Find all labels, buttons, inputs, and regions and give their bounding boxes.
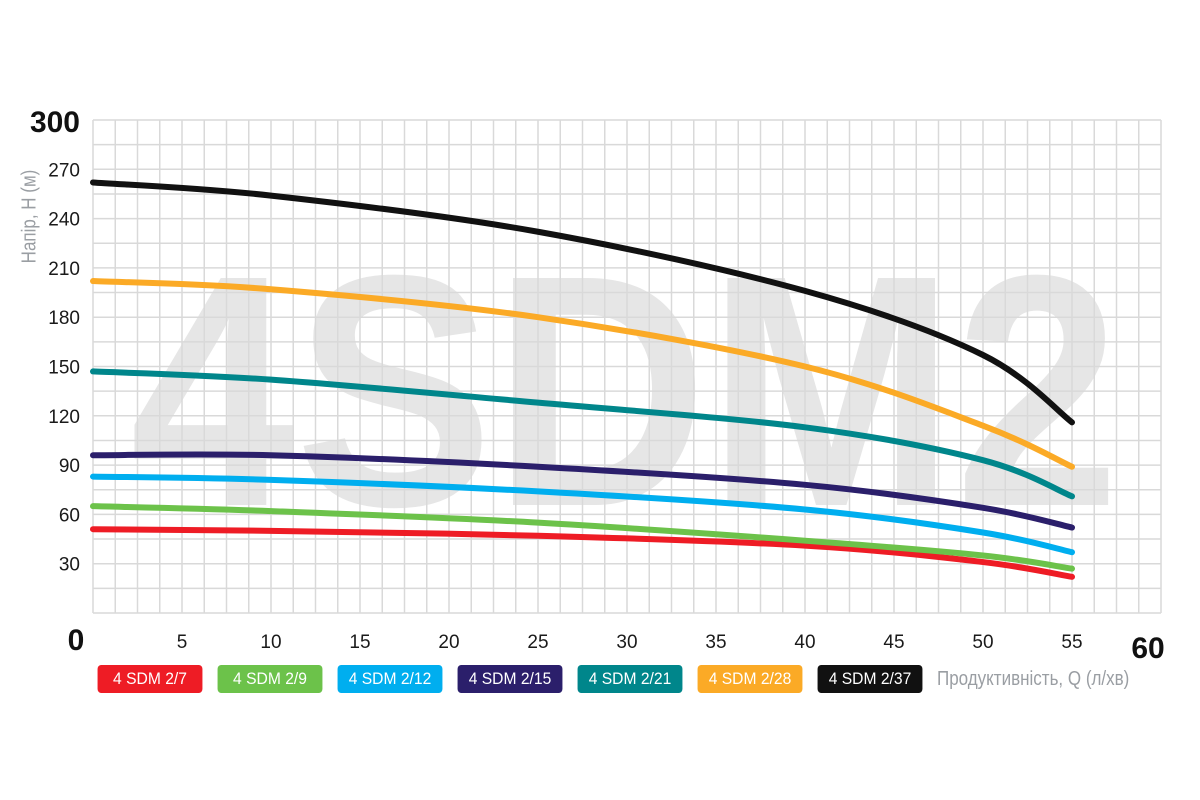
y-tick-label: 210: [48, 259, 80, 280]
legend-item: 4 SDM 2/28: [697, 665, 803, 693]
y-tick-label: 90: [59, 456, 80, 477]
legend-item: 4 SDM 2/12: [337, 665, 443, 693]
legend-item: 4 SDM 2/15: [457, 665, 563, 693]
y-tick-label: 180: [48, 308, 80, 329]
series-line-4-sdm-2-28: [90, 278, 1075, 470]
series-line-4-sdm-2-9: [90, 503, 1075, 572]
x-tick-label: 45: [883, 632, 904, 653]
x-tick-label: 10: [260, 632, 281, 653]
y-tick-label: 240: [48, 210, 80, 231]
x-tick-label: 30: [616, 632, 637, 653]
y-tick-label: 30: [59, 555, 80, 576]
y-max-label: 300: [30, 106, 80, 139]
legend: 4 SDM 2/7 4 SDM 2/9 4 SDM 2/12 4 SDM 2/15 4 …: [93, 665, 1163, 693]
x-tick-label: 55: [1061, 632, 1082, 653]
x-max-label: 60: [1131, 632, 1164, 665]
y-axis-label: Напір, H (м): [18, 169, 41, 264]
y-tick-label: 60: [59, 505, 80, 526]
x-min-label: 0: [68, 624, 85, 657]
x-tick-label: 5: [177, 632, 188, 653]
y-tick-label: 150: [48, 358, 80, 379]
series-line-4-sdm-2-12: [90, 473, 1075, 556]
legend-item: 4 SDM 2/37: [817, 665, 923, 693]
x-tick-label: 50: [972, 632, 993, 653]
x-tick-label: 20: [438, 632, 459, 653]
x-axis-label: Продуктивність, Q (л/хв): [937, 667, 1130, 690]
x-tick-label: 40: [794, 632, 815, 653]
series-line-4-sdm-2-37: [90, 179, 1075, 426]
legend-item: 4 SDM 2/21: [577, 665, 683, 693]
x-tick-label: 15: [349, 632, 370, 653]
series-line-4-sdm-2-7: [90, 526, 1075, 580]
series-line-4-sdm-2-21: [90, 368, 1075, 500]
legend-item: 4 SDM 2/9: [217, 665, 323, 693]
series-line-4-sdm-2-15: [90, 451, 1075, 531]
y-tick-label: 270: [48, 160, 80, 181]
x-tick-label: 35: [705, 632, 726, 653]
x-tick-label: 25: [527, 632, 548, 653]
legend-item: 4 SDM 2/7: [97, 665, 203, 693]
y-tick-label: 120: [48, 407, 80, 428]
